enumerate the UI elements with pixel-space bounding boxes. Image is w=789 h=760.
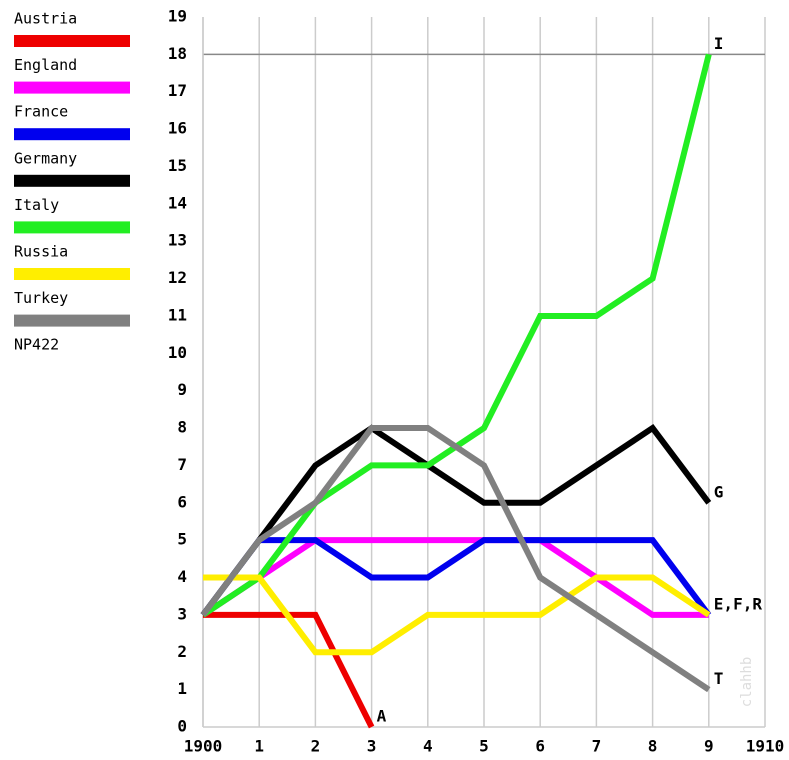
y-tick-label: 5 — [177, 530, 187, 549]
x-tick-label: 1 — [254, 737, 264, 756]
y-tick-label: 12 — [168, 268, 187, 287]
series-line — [200, 423, 712, 617]
y-tick-label: 10 — [168, 343, 187, 362]
legend-label: France — [14, 103, 68, 121]
y-tick-label: 17 — [168, 81, 187, 100]
end-label: I — [714, 34, 724, 53]
x-tick-label: 1900 — [184, 737, 223, 756]
y-tick-label: 9 — [177, 380, 187, 399]
x-tick-label: 8 — [648, 737, 658, 756]
series-line — [201, 53, 712, 618]
y-tick-label: 13 — [168, 231, 187, 250]
y-tick-label: 6 — [177, 492, 187, 511]
y-tick-label: 2 — [177, 642, 187, 661]
x-tick-label: 3 — [367, 737, 377, 756]
x-tick-label: 9 — [704, 737, 714, 756]
series-line — [201, 537, 709, 618]
legend-swatch — [14, 268, 130, 280]
series-line — [203, 611, 375, 729]
legend-swatch — [14, 81, 130, 94]
y-tick-label: 1 — [177, 679, 187, 698]
x-tick-label: 6 — [535, 737, 545, 756]
legend-swatch — [14, 314, 130, 327]
legend-label: England — [14, 56, 77, 74]
legend-swatch — [14, 128, 130, 141]
y-tick-label: 19 — [168, 7, 187, 26]
legend-swatch — [14, 221, 130, 234]
x-tick-label: 4 — [423, 737, 433, 756]
legend-note: NP422 — [14, 336, 59, 354]
y-tick-label: 4 — [177, 567, 187, 586]
y-tick-label: 16 — [168, 119, 187, 138]
legend-label: Italy — [14, 196, 59, 214]
legend-label: Turkey — [14, 289, 68, 307]
y-tick-label: 15 — [168, 156, 187, 175]
x-tick-label: 7 — [592, 737, 602, 756]
x-tick-label: 1910 — [746, 737, 785, 756]
legend-swatch — [14, 174, 130, 187]
y-tick-label: 3 — [177, 604, 187, 623]
watermark: clahhb — [739, 657, 755, 708]
x-tick-label: 5 — [479, 737, 489, 756]
end-label: A — [377, 707, 387, 726]
legend-label: Austria — [14, 10, 77, 28]
end-label: G — [714, 482, 724, 501]
series-line — [203, 574, 711, 656]
y-tick-label: 0 — [177, 717, 187, 736]
series-line — [200, 425, 711, 693]
legend-swatch — [14, 35, 130, 47]
y-tick-label: 11 — [168, 305, 187, 324]
legend-label: Russia — [14, 243, 68, 261]
end-label: T — [714, 669, 724, 688]
end-label: E,F,R — [714, 594, 763, 613]
legend-label: Germany — [14, 149, 77, 167]
y-tick-label: 7 — [177, 455, 187, 474]
y-tick-label: 8 — [177, 418, 187, 437]
x-tick-label: 2 — [311, 737, 321, 756]
y-tick-label: 18 — [168, 44, 187, 63]
y-tick-label: 14 — [168, 193, 187, 212]
